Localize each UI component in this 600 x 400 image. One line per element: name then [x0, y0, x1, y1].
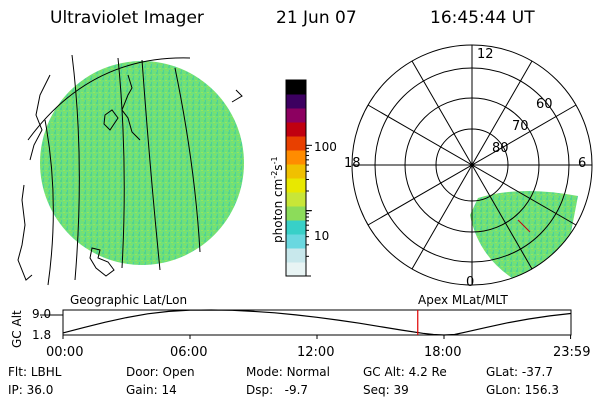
colorbar-segment: [286, 164, 306, 179]
mlat-label-70: 70: [512, 119, 529, 134]
colorbar-segment: [286, 122, 306, 137]
info-dsp: Dsp: -9.7: [246, 383, 309, 397]
timeline-ytick-top: 9.0: [32, 307, 52, 321]
timeline-xtick-1: 06:00: [170, 345, 208, 360]
timeline-plot: [40, 309, 572, 339]
apex-title: Apex MLat/MLT: [418, 293, 508, 307]
mlat-label-60: 60: [536, 97, 553, 112]
mlt-label-6: 6: [578, 156, 587, 171]
colorbar-segment: [286, 192, 306, 207]
earth-disk: [40, 61, 244, 265]
timeline-ytick-bottom: 1.8: [32, 328, 52, 342]
timeline-ticks: [40, 314, 67, 336]
timeline-xtick-2: 12:00: [297, 345, 335, 360]
mlat-label-80: 80: [492, 141, 509, 156]
colorbar-segment: [286, 206, 306, 221]
date-label: 21 Jun 07: [276, 8, 357, 28]
colorbar-segment: [286, 178, 306, 193]
geographic-title: Geographic Lat/Lon: [70, 293, 188, 307]
timeline-xtick-3: 18:00: [424, 345, 462, 360]
info-ip: IP: 36.0: [8, 383, 54, 397]
colorbar-segment: [286, 150, 306, 165]
info-mode: Mode: Normal: [246, 365, 330, 379]
info-glat: GLat: -37.7: [486, 365, 553, 379]
mlt-label-12: 12: [477, 47, 494, 62]
info-gain: Gain: 14: [126, 383, 177, 397]
colorbar-label: photon cm-2s-1: [270, 156, 285, 243]
colorbar-segment: [286, 94, 306, 109]
colorbar-segment: [286, 248, 306, 263]
timeline-ylabel: GC Alt: [10, 310, 24, 348]
info-gc-alt: GC Alt: 4.2 Re: [363, 365, 447, 379]
info-filter: Flt: LBHL: [8, 365, 62, 379]
info-glon: GLon: 156.3: [486, 383, 559, 397]
timeline-xtick-4: 23:59: [553, 345, 591, 360]
colorbar-tick-100: 100: [314, 140, 337, 154]
timeline-frame: [62, 309, 572, 336]
altitude-line: [62, 309, 571, 336]
polar-plot: [351, 44, 593, 286]
colorbar-segment: [286, 80, 306, 95]
colorbar-segment: [286, 234, 306, 249]
geographic-image: [17, 54, 244, 286]
coastline: [17, 74, 243, 281]
longitude-lines: [27, 54, 201, 286]
mlt-label-18: 18: [344, 156, 361, 171]
info-door: Door: Open: [126, 365, 195, 379]
polar-image-region: [470, 190, 578, 278]
timeline-xtick-0: 00:00: [46, 345, 84, 360]
colorbar-tick-10: 10: [314, 229, 330, 243]
colorbar-segment: [286, 136, 306, 151]
colorbar-frame: [285, 79, 307, 277]
colorbar-segment: [286, 108, 306, 123]
instrument-title: Ultraviolet Imager: [50, 8, 204, 28]
colorbar-segment: [286, 220, 306, 235]
colorbar-segment: [286, 262, 306, 277]
polar-marker: [517, 219, 531, 233]
time-label: 16:45:44 UT: [430, 8, 535, 28]
polar-grid: [351, 44, 593, 286]
info-seq: Seq: 39: [363, 383, 409, 397]
colorbar: [285, 79, 312, 277]
mlt-label-0: 0: [466, 275, 475, 290]
